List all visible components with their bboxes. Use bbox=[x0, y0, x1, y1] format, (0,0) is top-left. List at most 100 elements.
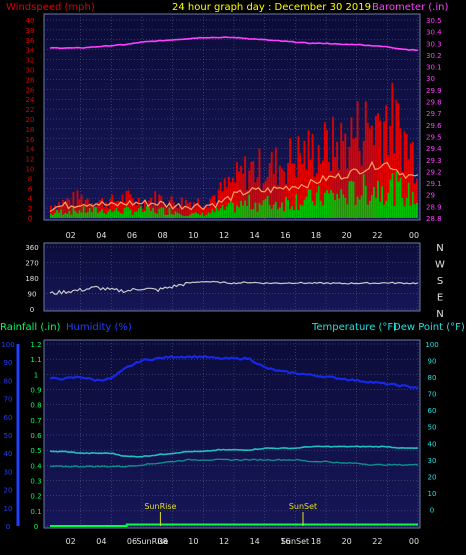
wind-sustained-bar bbox=[283, 211, 285, 218]
wind-sustained-bar bbox=[144, 211, 146, 218]
barometer-line bbox=[49, 36, 419, 52]
wind-gust-bar bbox=[244, 156, 247, 218]
wind-gust-bar bbox=[103, 207, 105, 218]
wind-gust-bar bbox=[395, 100, 398, 218]
climate-x-tick-label: 00 bbox=[409, 537, 419, 546]
wind-gust-bar bbox=[364, 101, 367, 218]
wind-sustained-bar bbox=[123, 208, 126, 218]
wind-sustained-bar bbox=[362, 174, 365, 218]
wind-sustained-bar bbox=[360, 195, 363, 218]
wind-gust-bar bbox=[158, 194, 161, 218]
wind-sustained-bar bbox=[186, 216, 189, 218]
wind-gust-bar bbox=[252, 161, 255, 218]
wind-x-tick-label: 10 bbox=[188, 231, 198, 240]
wind-sustained-bar bbox=[62, 214, 65, 218]
barometer-tick-label: 29.8 bbox=[426, 99, 442, 107]
temperature-tick-label: 10 bbox=[428, 490, 437, 498]
wind-sustained-bar bbox=[74, 211, 77, 218]
wind-gust-bar bbox=[356, 101, 359, 218]
climate-x-tick-label: 10 bbox=[188, 537, 198, 546]
wind-gust-bar bbox=[328, 162, 330, 218]
temperature-tick-label: 60 bbox=[428, 407, 437, 415]
wind-gust-bar bbox=[76, 190, 79, 218]
temperature-tick-label: 30 bbox=[428, 457, 437, 465]
wind-tick-label: 32 bbox=[26, 57, 35, 65]
wind-sustained-bar bbox=[252, 209, 255, 218]
wind-gust-bar bbox=[342, 140, 345, 218]
compass-label: E bbox=[437, 293, 443, 304]
wind-tick-label: 26 bbox=[26, 86, 35, 94]
wind-gust-bar bbox=[317, 145, 320, 218]
wind-tick-label: 12 bbox=[26, 156, 35, 164]
wind-gust-bar bbox=[97, 202, 99, 218]
wind-sustained-bar bbox=[276, 209, 279, 218]
wind-gust-bar bbox=[164, 205, 167, 218]
wind-sustained-bar bbox=[133, 211, 136, 218]
wind-gust-bar bbox=[156, 206, 159, 218]
wind-sustained-bar bbox=[274, 201, 277, 218]
wind-sustained-bar bbox=[229, 201, 232, 218]
wind-gust-bar bbox=[209, 198, 212, 218]
wind-sustained-bar bbox=[315, 192, 318, 218]
wind-sustained-bar bbox=[113, 210, 116, 218]
wind-tick-label: 34 bbox=[26, 47, 35, 55]
x-axis-sun-label: SunSet bbox=[281, 537, 309, 546]
wind-sustained-bar bbox=[231, 202, 234, 218]
wind-gust-bar bbox=[113, 201, 116, 218]
wind-sustained-bar bbox=[148, 207, 150, 218]
barometer-tick-label: 30.5 bbox=[426, 17, 442, 25]
wind-gust-bar bbox=[172, 201, 175, 218]
wind-sustained-bar bbox=[182, 216, 185, 218]
climate-x-tick-label: 22 bbox=[372, 537, 382, 546]
wind-gust-bar bbox=[246, 189, 249, 218]
wind-sustained-bar bbox=[176, 212, 179, 218]
wind-gust-bar bbox=[397, 103, 400, 218]
wind-sustained-bar bbox=[244, 200, 247, 218]
wind-gust-bar bbox=[413, 183, 416, 218]
wind-x-tick-label: 22 bbox=[372, 231, 382, 240]
rainfall-tick-label: 0.5 bbox=[30, 447, 41, 455]
wind-gust-bar bbox=[409, 143, 412, 218]
wind-gust-bar bbox=[109, 198, 112, 218]
wind-sustained-bar bbox=[225, 206, 228, 218]
sun-annotation-label: SunRise bbox=[144, 502, 176, 511]
wind-gust-bar bbox=[225, 187, 228, 218]
wind-gust-bar bbox=[321, 160, 324, 218]
dewpoint-axis-title: Dew Point (°F) bbox=[393, 322, 465, 333]
wind-sustained-bar bbox=[119, 212, 122, 218]
wind-sustained-bar bbox=[152, 207, 155, 218]
wind-x-tick-label: 02 bbox=[66, 231, 76, 240]
wind-gust-bar bbox=[368, 128, 371, 218]
wind-gust-bar bbox=[338, 169, 341, 218]
x-axis-sun-label: SunRise bbox=[136, 537, 168, 546]
wind-sustained-bar bbox=[70, 214, 73, 218]
rainfall-tick-label: 0.6 bbox=[30, 432, 42, 440]
wind-sustained-bar bbox=[370, 195, 373, 218]
wind-sustained-bar bbox=[295, 194, 298, 218]
temperature-tick-label: 50 bbox=[428, 424, 437, 432]
wind-sustained-bar bbox=[413, 204, 416, 218]
wind-gust-bar bbox=[301, 163, 304, 218]
wind-gust-bar bbox=[121, 194, 124, 218]
wind-gust-bar bbox=[217, 189, 220, 218]
wind-sustained-bar bbox=[201, 212, 204, 218]
wind-tick-label: 16 bbox=[26, 136, 35, 144]
wind-gust-bar bbox=[319, 163, 322, 218]
wind-average-line bbox=[49, 160, 419, 213]
wind-gust-bar bbox=[411, 141, 414, 218]
wind-tick-label: 6 bbox=[28, 185, 33, 193]
wind-gust-bar bbox=[293, 163, 296, 218]
sun-annotation-label: SunSet bbox=[289, 502, 317, 511]
wind-gust-bar bbox=[166, 207, 169, 218]
wind-sustained-bar bbox=[125, 206, 128, 218]
wind-sustained-bar bbox=[221, 204, 224, 218]
wind-gust-bar bbox=[291, 163, 294, 218]
wind-gust-bar bbox=[389, 126, 392, 218]
wind-gust-bar bbox=[105, 202, 108, 218]
wind-gust-bar bbox=[52, 209, 54, 218]
wind-sustained-bar bbox=[236, 205, 238, 218]
wind-sustained-bar bbox=[164, 214, 167, 218]
wind-tick-label: 28 bbox=[26, 76, 35, 84]
wind-sustained-bar bbox=[301, 205, 304, 218]
